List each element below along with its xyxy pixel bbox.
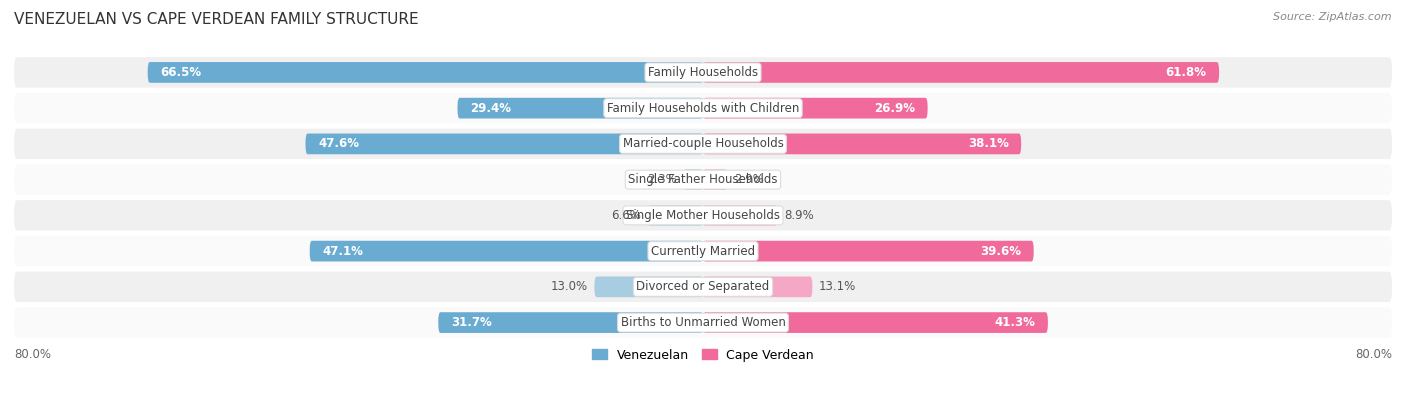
Text: 13.0%: 13.0% [551, 280, 588, 293]
Text: Single Mother Households: Single Mother Households [626, 209, 780, 222]
Text: 38.1%: 38.1% [967, 137, 1008, 150]
Text: Married-couple Households: Married-couple Households [623, 137, 783, 150]
FancyBboxPatch shape [14, 164, 1392, 195]
Text: Family Households with Children: Family Households with Children [607, 102, 799, 115]
FancyBboxPatch shape [439, 312, 703, 333]
FancyBboxPatch shape [14, 129, 1392, 159]
FancyBboxPatch shape [14, 57, 1392, 88]
Text: 47.6%: 47.6% [318, 137, 359, 150]
FancyBboxPatch shape [305, 134, 703, 154]
Text: 80.0%: 80.0% [14, 348, 51, 361]
Text: 47.1%: 47.1% [322, 245, 363, 258]
FancyBboxPatch shape [14, 307, 1392, 338]
Text: Single Father Households: Single Father Households [628, 173, 778, 186]
FancyBboxPatch shape [648, 205, 703, 226]
FancyBboxPatch shape [309, 241, 703, 261]
FancyBboxPatch shape [14, 272, 1392, 302]
FancyBboxPatch shape [703, 134, 1021, 154]
Legend: Venezuelan, Cape Verdean: Venezuelan, Cape Verdean [588, 345, 818, 365]
Text: 80.0%: 80.0% [1355, 348, 1392, 361]
FancyBboxPatch shape [703, 169, 727, 190]
Text: 41.3%: 41.3% [994, 316, 1035, 329]
Text: Currently Married: Currently Married [651, 245, 755, 258]
FancyBboxPatch shape [703, 205, 778, 226]
Text: Divorced or Separated: Divorced or Separated [637, 280, 769, 293]
Text: Family Households: Family Households [648, 66, 758, 79]
FancyBboxPatch shape [14, 93, 1392, 123]
FancyBboxPatch shape [457, 98, 703, 118]
FancyBboxPatch shape [14, 200, 1392, 231]
Text: Births to Unmarried Women: Births to Unmarried Women [620, 316, 786, 329]
FancyBboxPatch shape [148, 62, 703, 83]
Text: 8.9%: 8.9% [785, 209, 814, 222]
Text: 39.6%: 39.6% [980, 245, 1021, 258]
Text: 2.9%: 2.9% [734, 173, 763, 186]
FancyBboxPatch shape [14, 236, 1392, 266]
FancyBboxPatch shape [703, 98, 928, 118]
FancyBboxPatch shape [703, 241, 1033, 261]
Text: Source: ZipAtlas.com: Source: ZipAtlas.com [1274, 12, 1392, 22]
FancyBboxPatch shape [683, 169, 703, 190]
Text: 31.7%: 31.7% [451, 316, 492, 329]
FancyBboxPatch shape [703, 312, 1047, 333]
Text: VENEZUELAN VS CAPE VERDEAN FAMILY STRUCTURE: VENEZUELAN VS CAPE VERDEAN FAMILY STRUCT… [14, 12, 419, 27]
Text: 66.5%: 66.5% [160, 66, 201, 79]
Text: 61.8%: 61.8% [1166, 66, 1206, 79]
Text: 29.4%: 29.4% [470, 102, 510, 115]
Text: 6.6%: 6.6% [612, 209, 641, 222]
FancyBboxPatch shape [595, 276, 703, 297]
FancyBboxPatch shape [703, 62, 1219, 83]
FancyBboxPatch shape [703, 276, 813, 297]
Text: 2.3%: 2.3% [647, 173, 678, 186]
Text: 13.1%: 13.1% [820, 280, 856, 293]
Text: 26.9%: 26.9% [875, 102, 915, 115]
